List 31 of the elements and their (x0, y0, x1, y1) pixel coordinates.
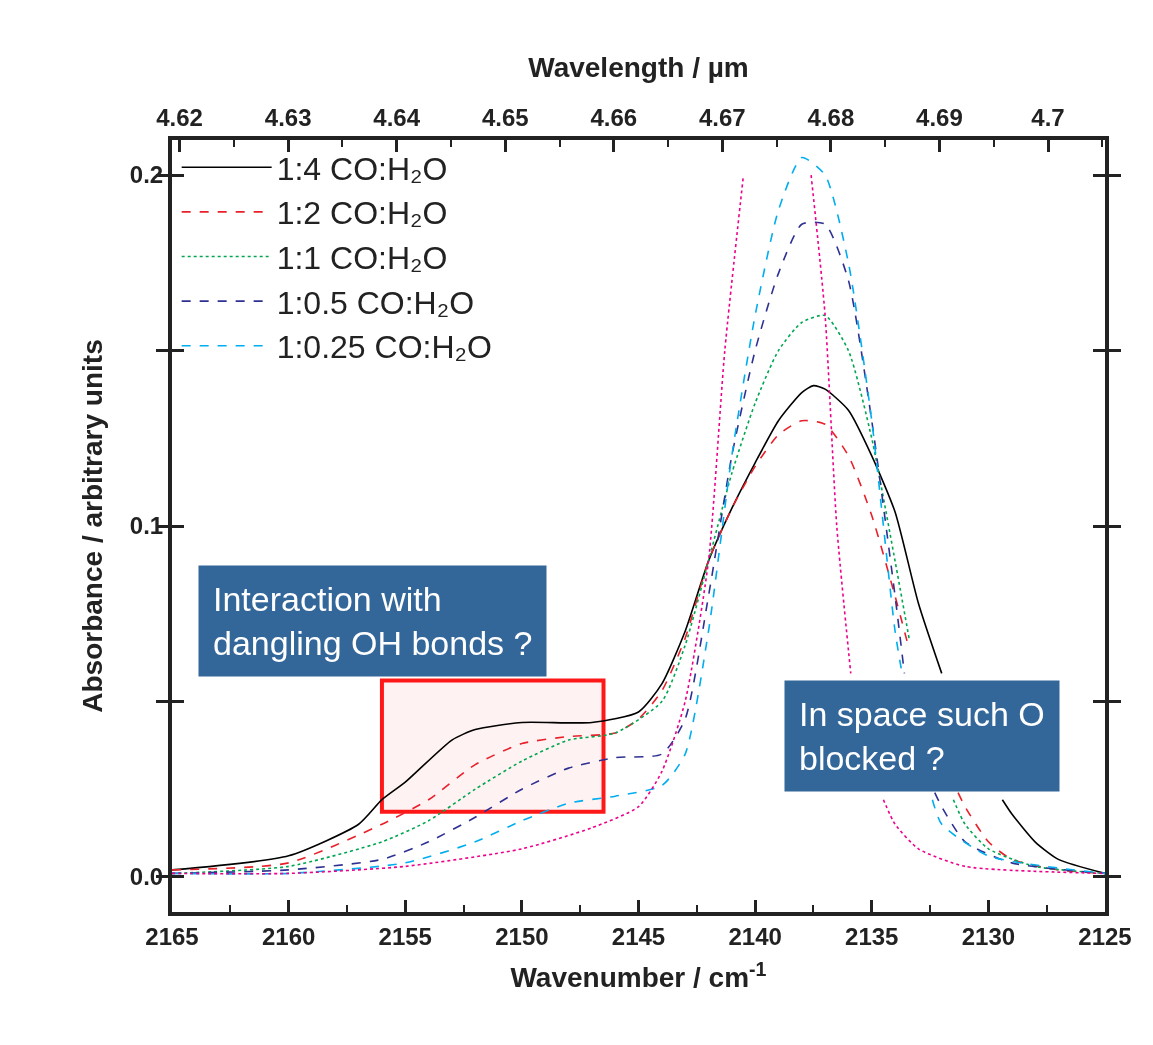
x-tick-label: 2125 (1078, 922, 1132, 950)
y-tick-label: 0.0 (129, 863, 164, 891)
x-tick-label: 2140 (728, 922, 782, 950)
annotation: Interaction with dangling OH bonds ? (213, 580, 533, 663)
x2-tick-label: 4.66 (590, 104, 638, 132)
legend-label: 1:0.25 CO:H₂O (276, 329, 492, 366)
x-tick-label: 2135 (845, 922, 899, 950)
x-tick-label: 2155 (378, 922, 432, 950)
x2-tick-label: 4.62 (156, 104, 203, 132)
x-axis-title: Wavenumber / cm$^{-1}$ (510, 957, 767, 994)
x2-tick-label: 4.65 (481, 104, 529, 132)
x2-tick-label: 4.63 (264, 104, 312, 132)
annotation: In space such O blocked ? (799, 695, 1045, 778)
x-tick-label: 2150 (495, 922, 549, 950)
y-tick-label: 0.1 (129, 512, 164, 540)
x-tick-label: 2145 (611, 922, 666, 950)
x2-axis-title: Wavelength / µm (528, 51, 749, 83)
x2-tick-label: 4.68 (807, 104, 855, 132)
x-tick-label: 2165 (145, 922, 199, 950)
legend-label: 1:0.5 CO:H₂O (276, 284, 475, 321)
x-tick-label: 2130 (961, 922, 1016, 950)
x2-tick-label: 4.7 (1031, 104, 1065, 132)
y-tick-label: 0.2 (129, 161, 164, 189)
x2-tick-label: 4.64 (373, 104, 421, 132)
legend-label: 1:4 CO:H₂O (276, 150, 448, 187)
y-axis-title: Absorbance / arbitrary units (77, 339, 109, 713)
x-tick-label: 2160 (261, 922, 316, 950)
x2-tick-label: 4.69 (916, 104, 963, 132)
legend-label: 1:2 CO:H₂O (276, 195, 448, 232)
x2-tick-label: 4.67 (699, 104, 746, 132)
legend-label: 1:1 CO:H₂O (276, 239, 448, 276)
